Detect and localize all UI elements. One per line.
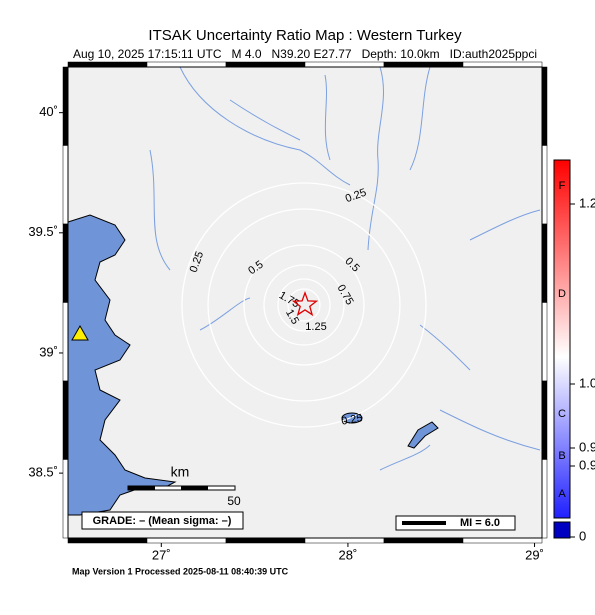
- frame-seg: [383, 61, 464, 68]
- frame-seg: [541, 459, 548, 539]
- grade: GRADE: – (Mean sigma: –): [93, 515, 232, 527]
- frame-seg: [541, 66, 548, 146]
- mi-legend: MI = 6.0: [460, 517, 500, 529]
- frame-seg: [146, 61, 227, 68]
- scale-distance: 50: [227, 494, 241, 508]
- contour-label: 1.25: [305, 321, 326, 333]
- sea: [67, 214, 177, 516]
- colorbar-zero: [553, 521, 571, 539]
- frame-seg: [304, 537, 385, 544]
- station: [71, 324, 89, 341]
- colorbar-value: 0.9: [579, 439, 595, 454]
- footer: Map Version 1 Processed 2025-08-11 08:40…: [72, 566, 289, 576]
- x-tick-label: 29˚: [525, 547, 544, 562]
- y-tick-label: 39˚: [39, 344, 58, 359]
- contour-label: 0.25: [340, 412, 363, 428]
- colorbar-letter: C: [558, 408, 566, 420]
- map-area: [68, 67, 542, 538]
- epicenter: [291, 290, 319, 317]
- colorbar-value: 0.9: [579, 457, 595, 472]
- x-tick-label: 27˚: [152, 547, 171, 562]
- frame-seg: [225, 61, 306, 68]
- subtitle: Aug 10, 2025 17:15:11 UTC M 4.0 N39.20 E…: [73, 47, 537, 61]
- y-tick-label: 39.5˚: [28, 224, 58, 239]
- contour-labels: 0.250.250.250.5 0.50.751.251.51.75: [188, 187, 368, 428]
- frame-seg: [67, 537, 148, 544]
- frame-seg: [541, 145, 548, 225]
- frame-seg: [62, 145, 69, 225]
- frame-seg: [304, 61, 385, 68]
- grade-box: [81, 511, 244, 530]
- frame-seg: [225, 537, 306, 544]
- frame-seg: [383, 537, 464, 544]
- colorbar-letter: B: [558, 450, 565, 462]
- frame-seg: [62, 302, 69, 382]
- colorbar-letter: A: [558, 488, 566, 500]
- mi-box: [395, 515, 516, 531]
- scale-unit: km: [171, 464, 190, 480]
- colorbar-labels: F D C B A 1.2 1.0 0.9 0.9 0: [558, 180, 595, 544]
- colorbar-letter: F: [559, 180, 566, 192]
- frame-seg: [146, 537, 227, 544]
- colorbar-value: 1.2: [579, 195, 595, 210]
- frame-seg: [462, 61, 543, 68]
- lake: [407, 421, 439, 449]
- colorbar-letter: D: [558, 288, 566, 300]
- frame-seg: [67, 61, 148, 68]
- colorbar-value: 0: [579, 528, 586, 543]
- title: ITSAK Uncertainty Ratio Map : Western Tu…: [148, 27, 462, 44]
- frame-seg: [541, 302, 548, 382]
- y-tick-label: 38.5˚: [28, 465, 58, 480]
- scale-bar-seg: [128, 486, 155, 490]
- frame-seg: [541, 380, 548, 460]
- frame-seg: [62, 66, 69, 146]
- frame-border: [67, 66, 543, 539]
- contours: [181, 182, 427, 428]
- frame-seg: [462, 537, 543, 544]
- colorbar-value: 1.0: [579, 375, 595, 390]
- colorbar: [553, 159, 571, 519]
- frame-seg: [62, 459, 69, 539]
- scale-bar-seg: [181, 486, 208, 490]
- y-tick-label: 40˚: [39, 104, 58, 119]
- frame-seg: [62, 380, 69, 460]
- frame-seg: [541, 223, 548, 303]
- frame-seg: [62, 223, 69, 303]
- x-tick-label: 28˚: [339, 547, 358, 562]
- rivers: [149, 66, 541, 471]
- frame: 27˚ 28˚ 29˚ 40˚ 39.5˚ 39˚ 38.5˚: [28, 61, 548, 562]
